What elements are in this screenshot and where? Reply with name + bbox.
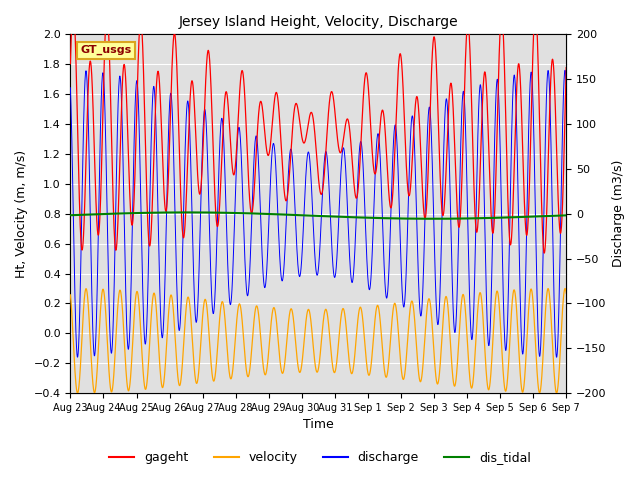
discharge — [389, 153, 397, 158]
dis_tidal — [389, 216, 397, 221]
Line: dis_tidal: dis_tidal — [70, 213, 566, 219]
Line: gageht: gageht — [70, 8, 566, 253]
gageht — [563, 65, 570, 71]
Line: discharge: discharge — [70, 70, 566, 357]
discharge — [563, 81, 570, 86]
Legend: gageht, velocity, discharge, dis_tidal: gageht, velocity, discharge, dis_tidal — [104, 446, 536, 469]
velocity — [553, 390, 561, 396]
discharge — [67, 85, 74, 91]
Y-axis label: Ht, Velocity (m, m/s): Ht, Velocity (m, m/s) — [15, 150, 28, 278]
dis_tidal — [256, 211, 264, 216]
gageht — [157, 102, 164, 108]
Line: velocity: velocity — [70, 288, 566, 393]
discharge — [364, 274, 372, 279]
dis_tidal — [364, 215, 372, 221]
dis_tidal — [436, 216, 444, 222]
velocity — [157, 372, 164, 377]
Title: Jersey Island Height, Velocity, Discharge: Jersey Island Height, Velocity, Discharg… — [179, 15, 458, 29]
gageht — [389, 188, 397, 193]
dis_tidal — [429, 216, 436, 222]
discharge — [157, 309, 164, 314]
gageht — [256, 100, 264, 106]
dis_tidal — [474, 216, 482, 221]
velocity — [389, 309, 397, 315]
gageht — [69, 5, 77, 11]
discharge — [436, 278, 444, 284]
discharge — [553, 354, 561, 360]
dis_tidal — [184, 210, 191, 216]
velocity — [474, 303, 482, 309]
gageht — [540, 250, 548, 256]
dis_tidal — [563, 213, 570, 218]
gageht — [436, 181, 444, 187]
X-axis label: Time: Time — [303, 419, 333, 432]
gageht — [67, 61, 74, 67]
velocity — [436, 359, 444, 365]
velocity — [364, 369, 372, 375]
velocity — [256, 324, 264, 330]
gageht — [364, 79, 372, 85]
velocity — [561, 286, 569, 291]
gageht — [474, 217, 482, 223]
velocity — [563, 290, 570, 296]
discharge — [256, 192, 264, 198]
dis_tidal — [157, 210, 164, 216]
dis_tidal — [67, 212, 74, 218]
discharge — [474, 126, 482, 132]
Text: GT_usgs: GT_usgs — [80, 45, 132, 55]
velocity — [67, 292, 74, 298]
Y-axis label: Discharge (m3/s): Discharge (m3/s) — [612, 160, 625, 267]
discharge — [561, 67, 569, 73]
